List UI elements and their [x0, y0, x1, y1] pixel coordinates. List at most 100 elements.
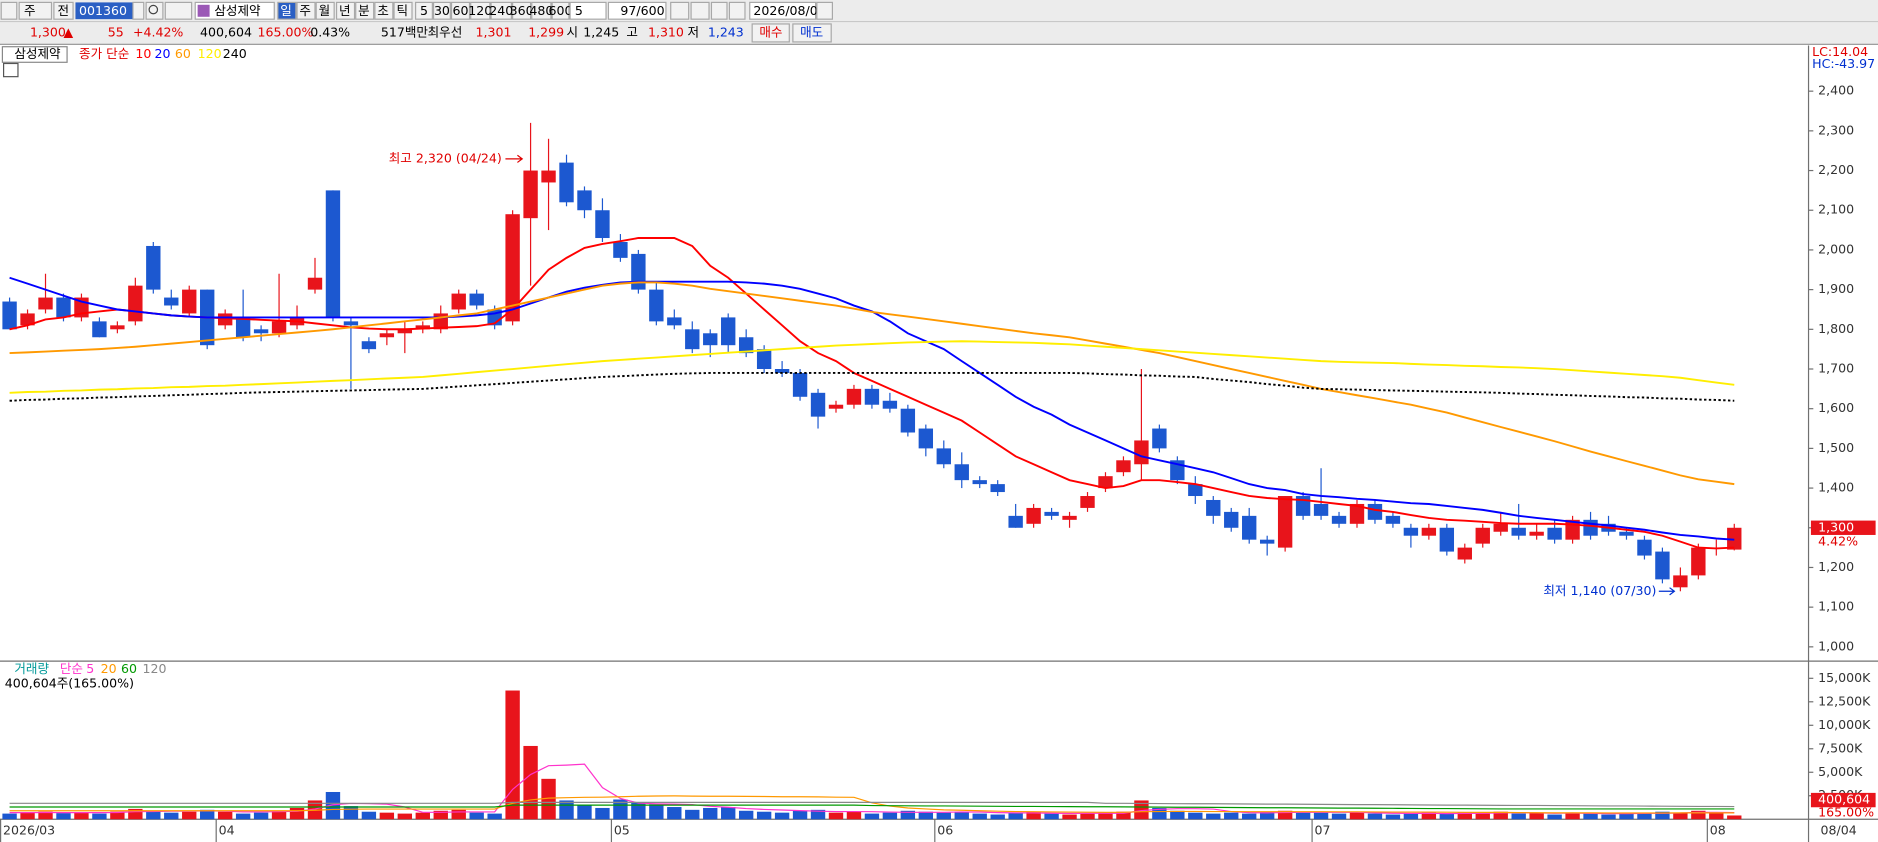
annotation-arrow: [505, 154, 524, 163]
candle-body: [900, 408, 916, 433]
interval-button[interactable]: [450, 1, 471, 20]
volume-bar: [361, 811, 377, 820]
sound-button[interactable]: [164, 1, 193, 20]
candle-body: [936, 448, 951, 465]
period: 일: [280, 3, 292, 18]
price: 1,300: [30, 24, 66, 39]
x-tick-label: 08: [1710, 823, 1726, 838]
volume-bar: [559, 800, 574, 820]
volume-bar: [433, 810, 448, 820]
interval-button[interactable]: [490, 1, 513, 20]
x-tick-label: 04: [219, 823, 235, 838]
interval-button[interactable]: [415, 1, 433, 20]
period-button[interactable]: [393, 1, 413, 20]
moving-average: [9, 237, 1735, 550]
legend-stock: 삼성제약: [14, 46, 61, 61]
period-button[interactable]: [296, 1, 316, 20]
volume-bar: [954, 811, 969, 820]
candle-body: [1511, 527, 1526, 536]
legend-entry: 60: [121, 661, 137, 676]
period-button[interactable]: [335, 1, 356, 20]
name-icon: [197, 4, 210, 17]
volume-bar: [900, 810, 916, 820]
volume-bar: [164, 812, 179, 820]
y-tick-label: 7,500K: [1818, 740, 1863, 755]
y-tick-label: 2,400: [1818, 83, 1854, 98]
hc-label: HC:-43.97: [1812, 56, 1875, 71]
interval-button[interactable]: [551, 1, 570, 20]
period: 주: [299, 3, 311, 18]
search-button[interactable]: [145, 1, 164, 20]
open-label: 시: [567, 24, 579, 39]
calendar-button[interactable]: [816, 1, 834, 20]
candle-body: [38, 297, 53, 310]
period-button[interactable]: [277, 1, 297, 20]
tool-button[interactable]: [670, 1, 690, 20]
x-tick-label: 05: [614, 823, 630, 838]
menu-icon[interactable]: [0, 1, 18, 20]
volume-bar: [1080, 813, 1095, 820]
volume-bar: [1277, 810, 1293, 820]
y-tick-label: 1,900: [1818, 281, 1854, 296]
code-dropdown[interactable]: [132, 1, 145, 20]
buy-button[interactable]: [751, 23, 790, 43]
candle-body: [613, 241, 628, 258]
period-button[interactable]: [374, 1, 394, 20]
market-select[interactable]: [53, 1, 74, 20]
candle-body: [1026, 507, 1041, 524]
y-tick-label: 1,800: [1818, 321, 1854, 336]
count-input[interactable]: [569, 1, 607, 20]
y-tick-label: 15,000K: [1818, 670, 1871, 685]
interval: 600: [549, 3, 573, 18]
period-button[interactable]: [315, 1, 335, 20]
date: 2026/08/04: [753, 3, 825, 18]
y-tick-label: 1,000: [1818, 638, 1854, 653]
interval-button[interactable]: [470, 1, 491, 20]
candle-body: [1206, 499, 1221, 516]
save-button[interactable]: [710, 1, 728, 20]
name-box[interactable]: [194, 1, 275, 20]
moving-average: [9, 340, 1735, 394]
volume-bar: [523, 745, 538, 820]
volume-bar: [200, 809, 215, 820]
candle-body: [1242, 515, 1257, 540]
volume-bar: [1242, 813, 1257, 820]
interval-button[interactable]: [432, 1, 451, 20]
candle-body: [1134, 440, 1149, 465]
candle-body: [1475, 527, 1490, 544]
volume-bar: [1062, 814, 1077, 820]
count: 5: [575, 3, 583, 18]
volume-bar: [738, 810, 754, 820]
legend-stock-box: [1, 46, 68, 63]
settings-button[interactable]: [728, 1, 746, 20]
legend-entry: 5: [86, 661, 94, 676]
period: 초: [377, 3, 389, 18]
candle-body: [271, 321, 287, 334]
volume-bar: [649, 804, 664, 820]
buy: 매수: [759, 24, 782, 39]
volume-bar: [1188, 812, 1203, 820]
date-input[interactable]: [749, 1, 817, 20]
y-tick-label: 10,000K: [1818, 717, 1871, 732]
volume-bar: [1583, 813, 1598, 820]
high-annotation: 최고 2,320 (04/24): [389, 150, 502, 165]
volume-bar: [110, 811, 125, 820]
interval: 5: [420, 3, 428, 18]
code-input[interactable]: [75, 2, 133, 20]
legend-prefix: 종가 단순: [79, 46, 129, 61]
volume-bar: [1331, 813, 1347, 820]
interval-button[interactable]: [531, 1, 552, 20]
candle-body: [631, 253, 646, 290]
candle-body: [756, 349, 772, 370]
panel-icon[interactable]: [2, 62, 19, 78]
y-tick-label: 1,600: [1818, 400, 1854, 415]
period-button[interactable]: [355, 1, 375, 20]
sell-button[interactable]: [792, 23, 832, 43]
candle-body: [1457, 547, 1472, 560]
candle-body: [577, 190, 592, 211]
interval-button[interactable]: [512, 1, 532, 20]
code: 001360: [79, 3, 127, 18]
tool-button[interactable]: [690, 1, 710, 20]
view-select[interactable]: [18, 1, 53, 20]
